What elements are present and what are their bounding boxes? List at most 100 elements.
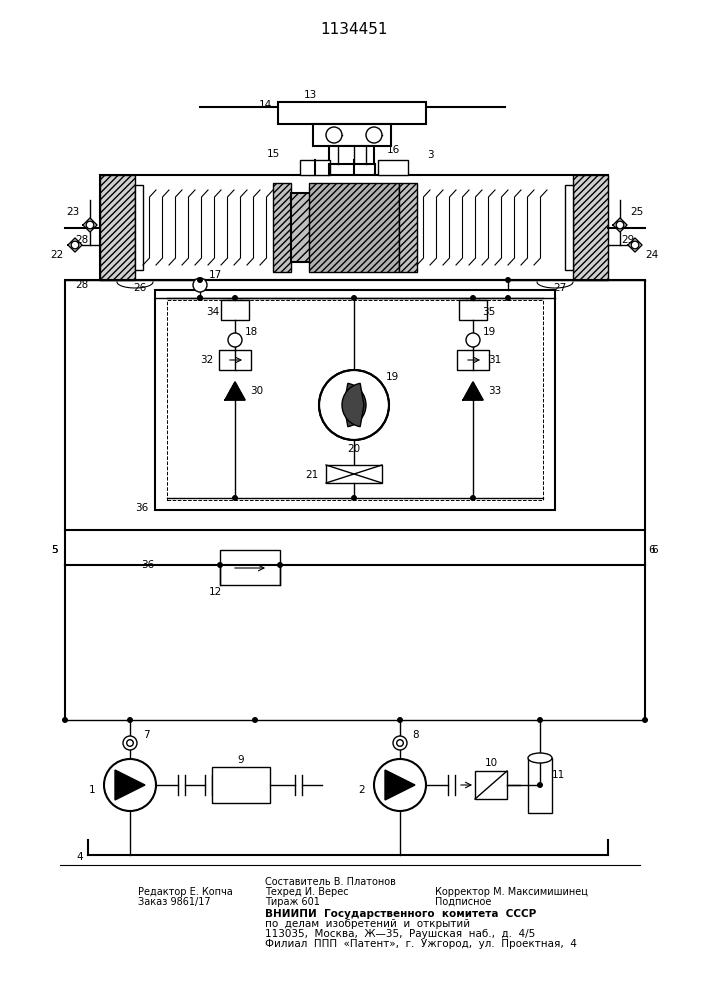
Text: 25: 25	[631, 207, 643, 217]
Bar	[135, 185, 143, 270]
Circle shape	[366, 127, 382, 143]
Bar	[399, 183, 417, 272]
Text: 15: 15	[267, 149, 280, 159]
Circle shape	[228, 333, 242, 347]
Text: 33: 33	[489, 386, 502, 396]
Text: по  делам  изобретений  и  открытий: по делам изобретений и открытий	[265, 919, 470, 929]
Circle shape	[470, 495, 476, 501]
Text: 16: 16	[386, 145, 399, 155]
Text: 34: 34	[206, 307, 220, 317]
Circle shape	[123, 736, 137, 750]
Text: 19: 19	[482, 327, 496, 337]
Polygon shape	[463, 382, 483, 400]
Text: 36: 36	[135, 503, 148, 513]
Circle shape	[252, 717, 258, 723]
Text: Заказ 9861/17: Заказ 9861/17	[138, 897, 211, 907]
Text: 6: 6	[652, 545, 658, 555]
Text: 4: 4	[76, 852, 83, 862]
Circle shape	[537, 717, 543, 723]
Bar	[573, 175, 608, 280]
Circle shape	[466, 333, 480, 347]
Text: Редактор Е. Копча: Редактор Е. Копча	[138, 887, 233, 897]
Bar	[273, 183, 291, 272]
Text: 5: 5	[52, 545, 58, 555]
Text: 1134451: 1134451	[320, 22, 387, 37]
Circle shape	[277, 562, 283, 568]
Text: 20: 20	[347, 444, 361, 454]
Circle shape	[505, 295, 511, 301]
Circle shape	[193, 278, 207, 292]
Text: 31: 31	[489, 355, 502, 365]
Circle shape	[397, 717, 403, 723]
Text: 7: 7	[143, 730, 149, 740]
Bar	[65, 280, 645, 530]
Text: Подписное: Подписное	[435, 897, 491, 907]
Text: 36: 36	[141, 560, 155, 570]
Bar	[313, 124, 391, 146]
Bar	[155, 290, 555, 510]
Bar	[528, 758, 552, 813]
Ellipse shape	[528, 753, 552, 763]
Bar	[459, 300, 487, 320]
Text: 19: 19	[385, 372, 399, 382]
Text: ВНИИПИ  Государственного  комитета  СССР: ВНИИПИ Государственного комитета СССР	[265, 909, 537, 919]
Circle shape	[397, 740, 403, 746]
Circle shape	[642, 717, 648, 723]
Text: 113035,  Москва,  Ж—35,  Раушская  наб.,  д.  4/5: 113035, Москва, Ж—35, Раушская наб., д. …	[265, 929, 535, 939]
Text: 3: 3	[427, 150, 433, 160]
Circle shape	[631, 241, 639, 249]
Bar	[291, 193, 417, 262]
Circle shape	[393, 736, 407, 750]
Text: 6: 6	[649, 545, 655, 555]
Circle shape	[197, 277, 203, 283]
Bar	[565, 185, 573, 270]
Text: Филиал  ППП  «Патент»,  г.  Ужгород,  ул.  Проектная,  4: Филиал ППП «Патент», г. Ужгород, ул. Про…	[265, 939, 577, 949]
Text: 2: 2	[358, 785, 366, 795]
Text: 28: 28	[76, 280, 88, 290]
Polygon shape	[385, 770, 415, 800]
Bar	[278, 102, 426, 124]
Bar	[457, 350, 489, 370]
Text: 28: 28	[76, 235, 88, 245]
Polygon shape	[115, 770, 145, 800]
Circle shape	[71, 241, 79, 249]
Text: 22: 22	[50, 250, 64, 260]
Text: 10: 10	[484, 758, 498, 768]
Bar	[212, 767, 270, 803]
Text: Тираж 601: Тираж 601	[265, 897, 320, 907]
Bar	[475, 771, 507, 799]
Circle shape	[319, 370, 389, 440]
Text: 9: 9	[238, 755, 245, 765]
Text: 24: 24	[645, 250, 659, 260]
Circle shape	[127, 740, 134, 746]
Bar	[326, 465, 382, 483]
Bar	[100, 175, 135, 280]
Bar	[378, 160, 408, 175]
Text: 27: 27	[554, 283, 566, 293]
Bar	[219, 350, 251, 370]
Circle shape	[217, 562, 223, 568]
Bar	[221, 300, 249, 320]
Text: 29: 29	[621, 235, 635, 245]
Circle shape	[86, 221, 94, 229]
Text: 17: 17	[209, 270, 221, 280]
Text: 23: 23	[66, 207, 80, 217]
Circle shape	[374, 759, 426, 811]
Circle shape	[351, 495, 357, 501]
Text: 11: 11	[551, 770, 565, 780]
Circle shape	[232, 295, 238, 301]
Text: 35: 35	[482, 307, 496, 317]
Bar	[329, 146, 374, 164]
Bar	[167, 300, 543, 500]
Text: 8: 8	[413, 730, 419, 740]
Text: 14: 14	[258, 100, 271, 110]
Text: Составитель В. Платонов: Составитель В. Платонов	[265, 877, 396, 887]
Text: 18: 18	[245, 327, 257, 337]
Text: 30: 30	[250, 386, 264, 396]
Wedge shape	[344, 383, 366, 427]
Text: 13: 13	[303, 90, 317, 100]
Circle shape	[537, 782, 543, 788]
Text: Корректор М. Максимишинец: Корректор М. Максимишинец	[435, 887, 588, 897]
Circle shape	[104, 759, 156, 811]
Text: 12: 12	[209, 587, 221, 597]
